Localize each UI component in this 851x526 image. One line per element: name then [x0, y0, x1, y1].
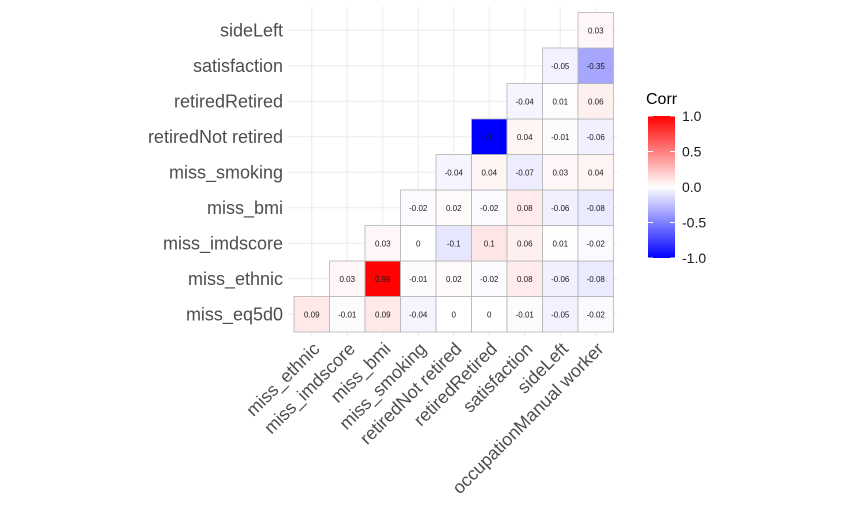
cell-value-label: 0.09 [375, 310, 391, 319]
cell-value-label: 0 [416, 239, 421, 248]
y-axis-labels: miss_eq5d0 miss_ethnic miss_imdscore miss_b… [148, 20, 283, 325]
cell-value-label: 0.03 [552, 168, 568, 177]
y-axis-tick-label: miss_eq5d0 [186, 304, 283, 325]
heatmap-cell [435, 296, 472, 333]
y-axis-tick-label: sideLeft [220, 20, 283, 40]
cell-value-label: 0.02 [446, 275, 462, 284]
cell-value-label: -1 [486, 133, 494, 142]
heatmap-cell [542, 225, 579, 262]
cell-value-label: 0.03 [339, 275, 355, 284]
legend-tick-label: 0.5 [682, 144, 702, 160]
heatmap-cell [364, 296, 401, 333]
cell-value-label: -0.02 [587, 239, 606, 248]
cell-value-label: 0.1 [484, 239, 496, 248]
cell-value-label: 0.03 [588, 26, 604, 35]
cell-value-label: -0.1 [447, 239, 461, 248]
cell-value-label: 0.03 [375, 239, 391, 248]
heatmap-cell [329, 260, 366, 297]
cell-value-label: -0.05 [551, 310, 570, 319]
heatmap-cell [329, 296, 366, 333]
y-axis-tick-label: miss_ethnic [188, 269, 283, 290]
heatmap-cell [400, 225, 437, 262]
cell-value-label: 0.09 [304, 310, 320, 319]
cell-value-label: -0.04 [516, 97, 535, 106]
legend-ticks: 1.0 0.5 0.0 -0.5 -1.0 [648, 108, 706, 266]
heatmap-cell [471, 189, 508, 226]
heatmap-cell [435, 260, 472, 297]
heatmap-cell [506, 260, 543, 297]
cell-value-label: -0.06 [587, 133, 606, 142]
cell-value-label: -0.35 [587, 62, 606, 71]
cell-value-label: -0.02 [409, 204, 428, 213]
cell-value-label: -0.04 [445, 168, 464, 177]
heatmap-cell [471, 225, 508, 262]
cell-value-label: -0.05 [551, 62, 570, 71]
cell-value-label: -0.02 [480, 204, 499, 213]
cell-value-label: -0.04 [409, 310, 428, 319]
legend-tick-label: -0.5 [682, 215, 706, 231]
heatmap-cell [471, 260, 508, 297]
heatmap-cell [577, 154, 614, 191]
cell-value-label: 0 [452, 310, 457, 319]
y-axis-tick-label: retiredRetired [174, 91, 283, 111]
legend-tick-label: -1.0 [682, 250, 706, 266]
cell-value-label: 0.04 [481, 168, 497, 177]
cell-value-label: 0.08 [517, 204, 533, 213]
y-axis-tick-label: miss_imdscore [163, 233, 283, 254]
cell-value-label: -0.01 [338, 310, 357, 319]
heatmap-cell [577, 189, 614, 226]
heatmap-cell [542, 47, 579, 84]
heatmap-cell [400, 189, 437, 226]
cell-value-label: 0.99 [375, 275, 391, 284]
cell-value-label: 0.08 [517, 275, 533, 284]
legend-title: Corr [646, 91, 678, 108]
heatmap-cell [577, 47, 614, 84]
heatmap-cell [577, 260, 614, 297]
cell-value-label: -0.02 [480, 275, 499, 284]
cell-value-label: -0.02 [587, 310, 606, 319]
y-axis-tick-label: retiredNot retired [148, 127, 283, 147]
cell-value-label: -0.06 [551, 204, 570, 213]
cell-value-label: -0.07 [516, 168, 535, 177]
heatmap-cell [471, 118, 508, 155]
legend: Corr 1.0 0.5 0.0 -0.5 -1.0 [646, 91, 706, 266]
cell-value-label: -0.01 [516, 310, 535, 319]
x-axis-labels: miss_ethnicmiss_imdscoremiss_bmimiss_smo… [242, 339, 607, 498]
cell-value-label: 0.06 [517, 239, 533, 248]
cell-value-label: 0 [487, 310, 492, 319]
cell-value-label: -0.08 [587, 275, 606, 284]
cell-value-label: -0.06 [551, 275, 570, 284]
heatmap-cell [400, 296, 437, 333]
heatmap-cell [577, 118, 614, 155]
heatmap-cells: 0.09 -0.01 0.09 -0.04 0 0 -0.01 -0.05 -0.02 0.03 0… [293, 12, 614, 333]
heatmap-cell [542, 118, 579, 155]
cell-value-label: 0.02 [446, 204, 462, 213]
heatmap-cell [542, 296, 579, 333]
cell-value-label: 0.01 [552, 97, 568, 106]
cell-value-label: 0.06 [588, 97, 604, 106]
cell-value-label: 0.01 [552, 239, 568, 248]
heatmap-cell [471, 154, 508, 191]
cell-value-label: 0.04 [517, 133, 533, 142]
y-axis-tick-label: miss_smoking [169, 162, 283, 183]
y-axis-tick-label: satisfaction [193, 56, 283, 76]
heatmap-cell [577, 296, 614, 333]
heatmap-cell [400, 260, 437, 297]
heatmap-cell [542, 83, 579, 120]
cell-value-label: -0.01 [551, 133, 570, 142]
legend-tick-label: 0.0 [682, 179, 702, 195]
cell-value-label: -0.01 [409, 275, 428, 284]
y-axis-tick-label: miss_bmi [207, 198, 283, 219]
cell-value-label: 0.04 [588, 168, 604, 177]
heatmap-cell [435, 225, 472, 262]
heatmap-cell [577, 12, 614, 49]
cell-value-label: -0.08 [587, 204, 606, 213]
legend-tick-label: 1.0 [682, 108, 702, 124]
heatmap-cell [364, 225, 401, 262]
